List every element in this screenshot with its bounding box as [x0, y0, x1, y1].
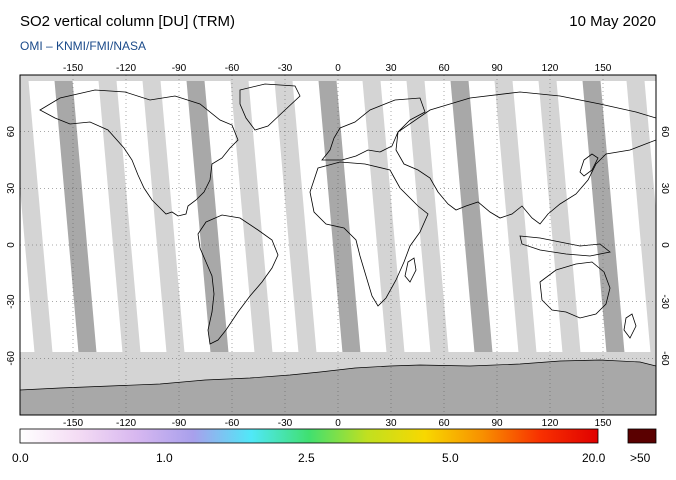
map-frame: [19, 74, 657, 416]
no-data-swaths: [20, 75, 656, 415]
lon-tick-label-top: 120: [542, 63, 559, 74]
lat-tick-label-left: -60: [6, 351, 17, 366]
colorbar-label-over: >50: [630, 451, 651, 465]
new-zealand-coast: [623, 313, 637, 339]
lon-tick-label-bottom: -150: [63, 418, 83, 429]
lon-tick-label-bottom: 60: [438, 418, 450, 429]
no-data-swath: [142, 75, 190, 415]
lon-tick-label-bottom: 90: [491, 418, 503, 429]
map-date: 10 May 2020: [569, 13, 656, 30]
lon-tick-label-bottom: 150: [595, 418, 612, 429]
lat-tick-label-left: 60: [6, 126, 17, 138]
colorbar-label-20: 20.0: [582, 451, 606, 465]
no-data-swath: [230, 75, 278, 415]
no-data-swath: [274, 75, 322, 415]
lon-tick-label-bottom: -120: [116, 418, 136, 429]
lon-tick-label-top: 150: [595, 63, 612, 74]
lat-tick-label-left: 0: [6, 242, 17, 248]
lon-tick-label-top: -120: [116, 63, 136, 74]
lon-tick-label-bottom: -60: [225, 418, 240, 429]
lat-tick-label-right: 30: [659, 183, 670, 195]
lat-tick-label-right: -60: [659, 351, 670, 366]
graticule: [20, 75, 656, 415]
lon-tick-label-bottom: -90: [172, 418, 187, 429]
lon-tick-label-top: 90: [491, 63, 503, 74]
japan-coast: [579, 153, 599, 177]
lat-tick-label-right: 60: [659, 126, 670, 138]
lon-tick-label-top: -150: [63, 63, 83, 74]
arctic-band: [20, 75, 656, 81]
asia-coast: [395, 91, 656, 225]
south-america-coast: [197, 214, 279, 345]
madagascar-coast: [404, 257, 417, 283]
lat-tick-label-left: 30: [6, 182, 17, 194]
lon-tick-label-bottom: 30: [385, 418, 397, 429]
lat-tick-label-right: -30: [659, 294, 670, 309]
greenland-coast: [239, 83, 301, 131]
no-data-swath: [450, 75, 498, 415]
no-data-swath: [186, 75, 234, 415]
no-data-swath: [582, 75, 630, 415]
no-data-swath: [626, 75, 656, 415]
colorbar-label-1: 1.0: [156, 451, 173, 465]
no-data-swath: [494, 75, 542, 415]
no-data-swath: [54, 75, 102, 415]
colorbar-overflow-swatch: [627, 428, 657, 444]
indonesia-coast: [519, 235, 611, 257]
coastlines: [39, 83, 656, 345]
colorbar-label-0: 0.0: [12, 451, 29, 465]
map-tick-labels: -150 -120 -90 -60 -30 0 30 60 90 120 150 -150 -120 -9…: [6, 63, 670, 429]
lon-tick-label-bottom: -30: [278, 418, 293, 429]
map-title: SO2 vertical column [DU] (TRM): [20, 13, 236, 30]
africa-coast: [309, 161, 429, 307]
lon-tick-label-top: -90: [172, 63, 187, 74]
colorbar-label-2-5: 2.5: [298, 451, 315, 465]
no-data-swath: [362, 75, 410, 415]
lat-tick-label-right: 0: [659, 242, 670, 248]
lon-tick-label-bottom: 120: [542, 418, 559, 429]
no-data-swath: [98, 75, 146, 415]
lon-tick-label-top: -30: [278, 63, 293, 74]
colorbar: [19, 428, 599, 444]
no-data-swath: [20, 75, 58, 415]
lat-tick-label-left: -30: [6, 294, 17, 309]
colorbar-label-5: 5.0: [442, 451, 459, 465]
lon-tick-label-top: -60: [225, 63, 240, 74]
lon-tick-label-top: 60: [438, 63, 450, 74]
no-data-swath: [406, 75, 454, 415]
lon-tick-label-bottom: 0: [335, 418, 341, 429]
map-credit: OMI – KNMI/FMI/NASA: [20, 39, 147, 53]
lon-tick-label-top: 0: [335, 63, 341, 74]
north-america-coast: [39, 89, 239, 217]
lon-tick-label-top: 30: [385, 63, 397, 74]
australia-coast: [539, 261, 611, 319]
